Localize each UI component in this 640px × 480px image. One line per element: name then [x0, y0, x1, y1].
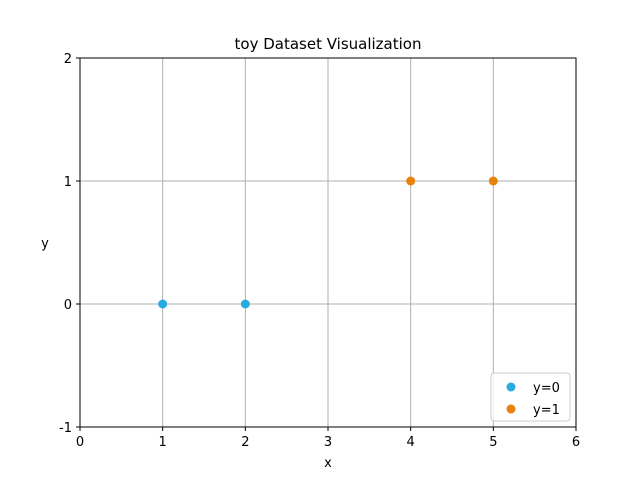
data-point-series-0 [240, 299, 250, 309]
legend-marker [506, 404, 516, 414]
legend-marker [506, 382, 516, 392]
y-tick-label: 2 [64, 52, 72, 67]
x-tick-label: 5 [489, 435, 497, 450]
x-tick-label: 2 [241, 435, 249, 450]
y-axis-label: y [41, 237, 49, 252]
axis-ticks: 0 1 2 3 4 5 6 -1 0 1 2 [59, 52, 580, 450]
y-tick-label: 0 [64, 298, 72, 313]
x-tick-label: 0 [76, 435, 84, 450]
y-tick-label: -1 [59, 421, 72, 436]
x-axis-label: x [324, 456, 332, 471]
x-tick-label: 6 [572, 435, 580, 450]
y-tick-label: 1 [64, 175, 72, 190]
chart-title: toy Dataset Visualization [235, 35, 422, 53]
legend: y=0y=1 [490, 372, 571, 422]
x-tick-label: 3 [324, 435, 332, 450]
data-point-series-1 [488, 176, 498, 186]
x-tick-label: 1 [159, 435, 167, 450]
data-point-series-0 [158, 299, 168, 309]
x-tick-label: 4 [407, 435, 415, 450]
legend-entry-label: y=0 [533, 381, 560, 396]
data-point-series-1 [406, 176, 416, 186]
grid-lines [79, 57, 577, 428]
data-points [158, 176, 498, 309]
legend-entry-label: y=1 [533, 403, 560, 418]
